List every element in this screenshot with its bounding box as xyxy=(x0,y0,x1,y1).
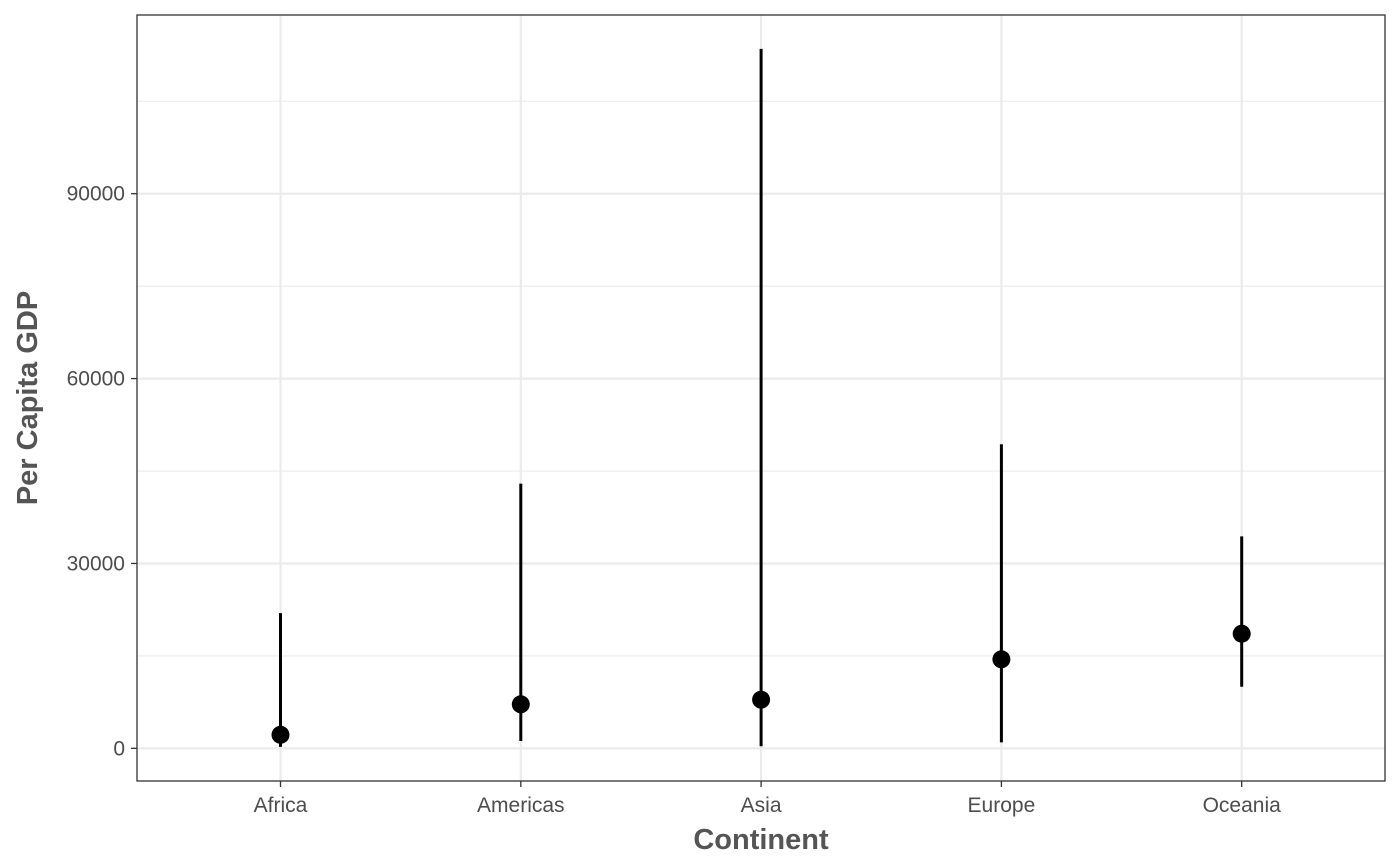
x-axis: Africa Americas Asia Europe Oceania xyxy=(254,781,1281,817)
data-point xyxy=(1232,624,1251,643)
x-tick-label: Oceania xyxy=(1203,794,1282,817)
y-axis-title: Per Capita GDP xyxy=(12,291,44,505)
x-tick-label: Africa xyxy=(254,794,308,817)
y-tick-label: 30000 xyxy=(67,552,125,575)
y-axis: 0 30000 60000 90000 xyxy=(67,183,137,760)
x-tick-label: Asia xyxy=(741,794,782,817)
data-point xyxy=(511,695,530,714)
y-tick-label: 0 xyxy=(113,737,125,760)
data-point xyxy=(271,725,290,744)
y-tick-label: 90000 xyxy=(67,183,125,206)
x-tick-label: Europe xyxy=(968,794,1036,817)
x-tick-label: Americas xyxy=(477,794,565,817)
data-point xyxy=(992,650,1011,669)
x-axis-title: Continent xyxy=(693,824,829,856)
y-tick-label: 60000 xyxy=(67,368,125,391)
data-point xyxy=(752,690,771,709)
chart-marks xyxy=(271,48,1251,747)
